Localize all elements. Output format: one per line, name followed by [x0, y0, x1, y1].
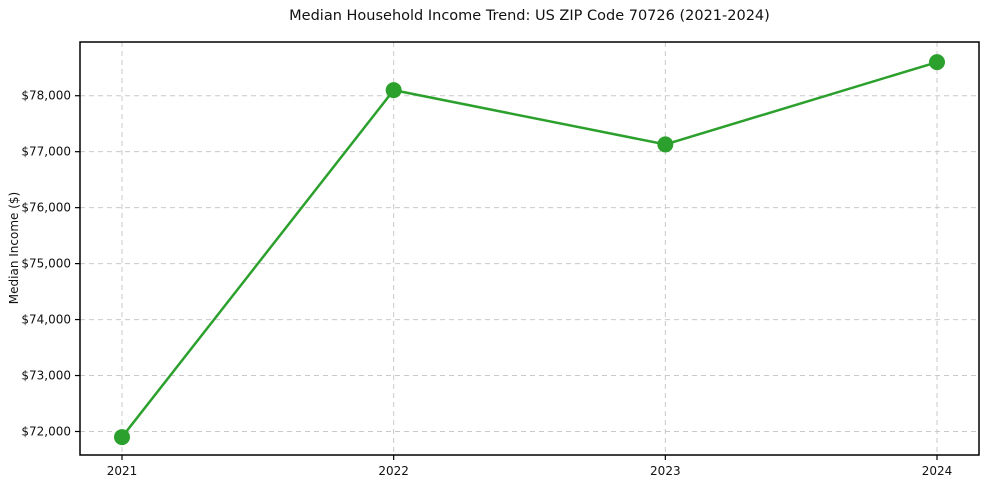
- y-tick-label: $72,000: [21, 424, 71, 438]
- data-point-2023: [657, 136, 674, 153]
- chart-title: Median Household Income Trend: US ZIP Co…: [289, 8, 770, 24]
- x-tick-label: 2021: [107, 464, 138, 478]
- trend-line: [120, 60, 939, 439]
- y-tick-label: $78,000: [21, 89, 71, 103]
- data-point-2021: [114, 429, 130, 446]
- plot-border: [79, 41, 980, 456]
- y-tick-label: $74,000: [21, 313, 71, 327]
- data-point-2022: [385, 82, 402, 99]
- y-tick-label: $77,000: [21, 145, 71, 159]
- x-tick-label: 2023: [650, 464, 681, 478]
- x-tick-label: 2022: [378, 464, 409, 478]
- y-tick-label: $73,000: [21, 369, 71, 383]
- data-point-2024: [929, 54, 945, 71]
- y-axis-label: Median Income ($): [7, 191, 21, 305]
- y-tick-label: $75,000: [21, 257, 71, 271]
- x-tick-label: 2024: [922, 464, 953, 478]
- y-tick-label: $76,000: [21, 201, 71, 215]
